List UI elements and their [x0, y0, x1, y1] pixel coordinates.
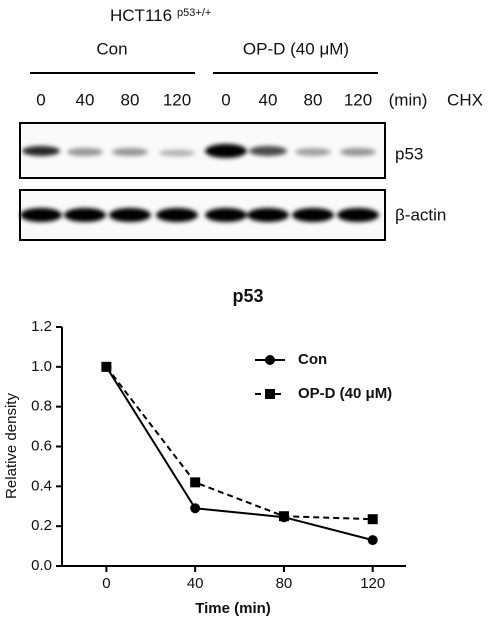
x-tick-label: 0: [102, 575, 110, 592]
marker: [101, 361, 112, 372]
y-tick-label: 0.6: [31, 437, 52, 454]
legend-label: OP-D (40 μM): [298, 385, 392, 402]
lane-label: 0: [221, 90, 230, 109]
y-axis-label: Relative density: [3, 393, 20, 499]
legend-label: Con: [298, 351, 327, 368]
x-axis-label: Time (min): [195, 600, 271, 617]
series-line: [105, 366, 373, 521]
chart-title: p53: [232, 286, 263, 306]
y-tick-label: 0.4: [31, 477, 52, 494]
lane-label: 40: [76, 90, 95, 109]
lane-label: 80: [304, 90, 323, 109]
lane-label: 120: [163, 90, 191, 109]
lane-label: 0: [36, 90, 45, 109]
y-tick-label: 0.8: [31, 398, 52, 415]
row-label: β-actin: [395, 205, 446, 224]
lane-label: 80: [121, 90, 140, 109]
marker: [190, 477, 201, 488]
marker: [367, 514, 378, 525]
legend-marker: [265, 355, 275, 365]
marker: [278, 511, 289, 522]
y-tick-label: 0.0: [31, 557, 52, 574]
bands: [20, 144, 379, 222]
legend-marker: [265, 389, 275, 399]
y-tick-label: 0.2: [31, 517, 52, 534]
lane-label: 40: [259, 90, 278, 109]
group-label: OP-D (40 μM): [243, 39, 349, 58]
marker: [367, 535, 378, 546]
lane-label: 120: [344, 90, 372, 109]
genotype: p53+/+: [177, 7, 211, 19]
row-label: p53: [395, 144, 423, 163]
unit-label: (min): [389, 90, 428, 109]
cell-line: HCT116 p53+/+: [110, 6, 211, 25]
x-tick-label: 40: [187, 575, 204, 592]
treatment-label: CHX: [447, 90, 483, 109]
group-label: Con: [96, 39, 127, 58]
series-line: [105, 366, 373, 542]
y-tick-label: 1.0: [31, 358, 52, 375]
x-tick-label: 120: [360, 575, 385, 592]
marker: [190, 503, 201, 514]
x-tick-label: 80: [276, 575, 293, 592]
y-tick-label: 1.2: [31, 318, 52, 335]
cell-line-name: HCT116: [110, 6, 172, 25]
